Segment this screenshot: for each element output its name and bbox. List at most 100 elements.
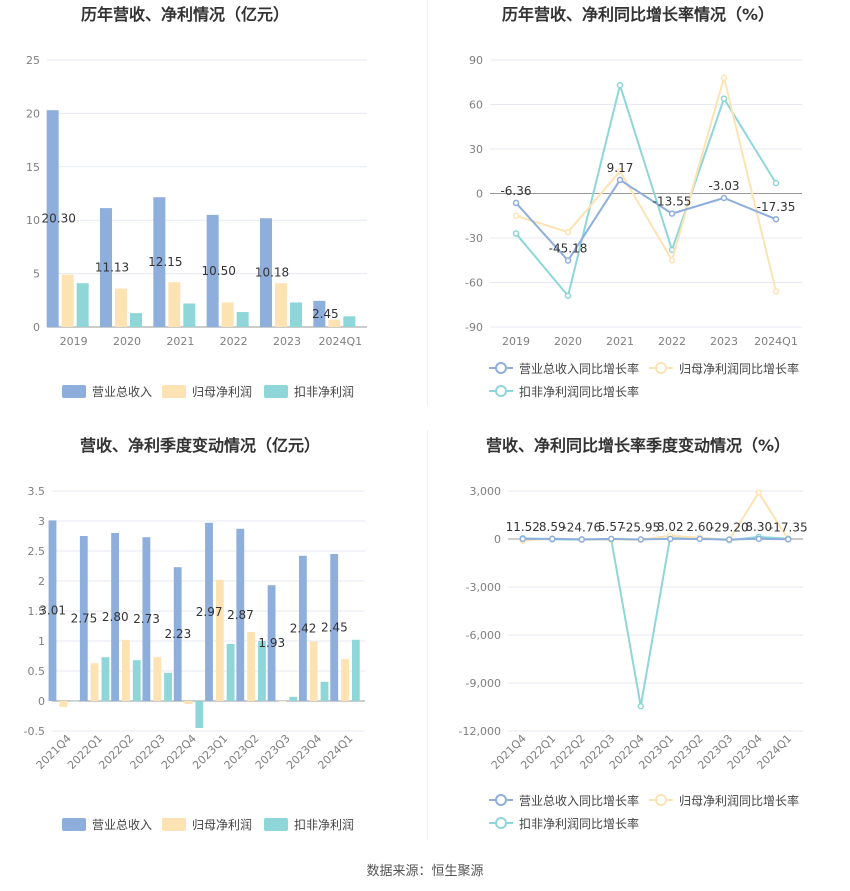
- data-point: [668, 210, 676, 217]
- x-tick-label: 2019: [502, 335, 530, 348]
- y-tick-label: -90: [465, 321, 483, 334]
- bar-revenue: [260, 218, 272, 327]
- legend-label: 扣非净利润同比增长率: [519, 816, 639, 831]
- chart-title: 历年营收、净利同比增长率情况（%）: [502, 5, 774, 24]
- legend-label: 扣非净利润: [294, 818, 354, 832]
- data-point: [720, 95, 728, 102]
- y-tick-label: 0.5: [28, 665, 46, 678]
- series-line-net-profit: [515, 73, 777, 292]
- bar-data-label: 2.75: [71, 612, 98, 626]
- legend-marker: [495, 794, 507, 806]
- bar-data-label: 10.18: [255, 266, 289, 280]
- bar-data-label: 2.80: [102, 610, 129, 624]
- bar-net-profit: [90, 663, 99, 701]
- bar-revenue: [48, 520, 57, 701]
- y-tick-label: 1.5: [28, 605, 46, 618]
- bar-data-label: 11.13: [95, 261, 129, 275]
- x-tick-label: 2023: [710, 335, 738, 348]
- bar-revenue: [46, 110, 59, 327]
- y-tick-label: -3,000: [466, 581, 501, 594]
- y-tick-label: 5: [33, 268, 40, 281]
- x-tick-label: 2020: [554, 335, 582, 348]
- bar-net-profit: [61, 274, 74, 327]
- y-tick-label: 0: [33, 321, 40, 334]
- bar-data-label: 2.97: [196, 605, 223, 619]
- data-point: [578, 536, 585, 543]
- bar-net-profit: [278, 701, 287, 702]
- bar-revenue: [206, 214, 219, 327]
- annual-growth-chart: 历年营收、净利同比增长率情况（%） -90 -60 -30 0 30 60 90 2019 202…: [465, 5, 802, 399]
- line-data-label: 8.59: [539, 520, 566, 534]
- data-point: [637, 536, 644, 543]
- bar-deducted-profit: [195, 701, 204, 728]
- line-data-label: 8.30: [745, 520, 772, 534]
- data-point: [772, 179, 780, 187]
- y-tick-label: 0: [38, 695, 45, 708]
- data-point: [667, 535, 674, 543]
- bar-deducted-profit: [289, 696, 298, 701]
- bar-data-label: 2.23: [164, 627, 191, 641]
- bar-deducted-profit: [76, 283, 89, 327]
- data-point: [785, 536, 792, 543]
- legend-swatch: [264, 385, 288, 398]
- x-tick-label: 2023: [273, 335, 301, 348]
- y-tick-label: 25: [26, 54, 40, 67]
- legend-swatch: [62, 818, 86, 831]
- legend-marker: [495, 362, 507, 374]
- quarterly-amounts-chart: 营收、净利季度变动情况（亿元）-0.500.511.522.533.52021Q…: [24, 436, 365, 832]
- chart-title: 营收、净利季度变动情况（亿元）: [80, 436, 320, 455]
- line-data-label: 9.17: [607, 161, 634, 175]
- legend-label: 营业总收入同比增长率: [519, 361, 639, 376]
- bar-net-profit: [247, 632, 256, 701]
- y-tick-label: -0.5: [24, 725, 45, 738]
- y-tick-label: -60: [465, 277, 483, 290]
- data-point: [616, 168, 624, 175]
- legend-marker: [495, 817, 507, 829]
- bar-data-label: 2.73: [133, 612, 160, 626]
- data-point: [726, 536, 733, 543]
- y-tick-label: 2: [38, 575, 45, 588]
- data-point: [772, 215, 780, 223]
- data-point: [616, 176, 624, 184]
- series-line-revenue: [522, 537, 789, 541]
- data-point: [637, 702, 644, 710]
- bar-data-label: 2.45: [321, 621, 348, 635]
- bar-net-profit: [59, 701, 68, 707]
- x-tick-label: 2024Q1: [319, 335, 363, 348]
- bar-net-profit: [309, 641, 318, 701]
- bar-deducted-profit: [320, 681, 329, 701]
- y-tick-label: -12,000: [459, 725, 501, 738]
- data-point: [755, 489, 762, 496]
- legend-swatch: [62, 385, 86, 398]
- x-tick-label: 2024Q1: [315, 732, 355, 772]
- bar-revenue: [330, 554, 339, 701]
- bar-deducted-profit: [130, 313, 142, 327]
- panel-divider-bottom: [427, 430, 428, 840]
- legend-swatch: [162, 818, 186, 831]
- chart-title: 营收、净利同比增长率季度变动情况（%）: [486, 436, 790, 455]
- bar-net-profit: [215, 579, 224, 701]
- data-point: [696, 535, 703, 543]
- x-tick-label: 2021: [166, 335, 194, 348]
- x-tick-label: 2024Q1: [754, 335, 798, 348]
- x-tick-label: 2022: [220, 335, 248, 348]
- bar-net-profit: [168, 282, 181, 327]
- line-data-label: -24.76: [562, 520, 601, 534]
- legend-marker: [655, 362, 667, 374]
- line-data-label: -3.03: [708, 179, 739, 193]
- legend-marker: [655, 794, 667, 806]
- chart-title: 历年营收、净利情况（亿元）: [81, 5, 289, 24]
- bar-deducted-profit: [226, 644, 235, 701]
- x-tick-label: 2019: [60, 335, 88, 348]
- line-data-label: -13.55: [653, 195, 692, 209]
- data-point: [549, 535, 556, 543]
- y-tick-label: 1: [38, 635, 45, 648]
- bar-revenue: [173, 567, 182, 701]
- line-data-label: -6.36: [500, 184, 531, 198]
- y-tick-label: 3.5: [28, 485, 46, 498]
- bar-deducted-profit: [183, 303, 196, 327]
- y-tick-label: 10: [26, 214, 40, 227]
- legend-label: 营业总收入: [92, 385, 152, 399]
- bar-net-profit: [184, 701, 193, 704]
- x-tick-label: 2022: [658, 335, 686, 348]
